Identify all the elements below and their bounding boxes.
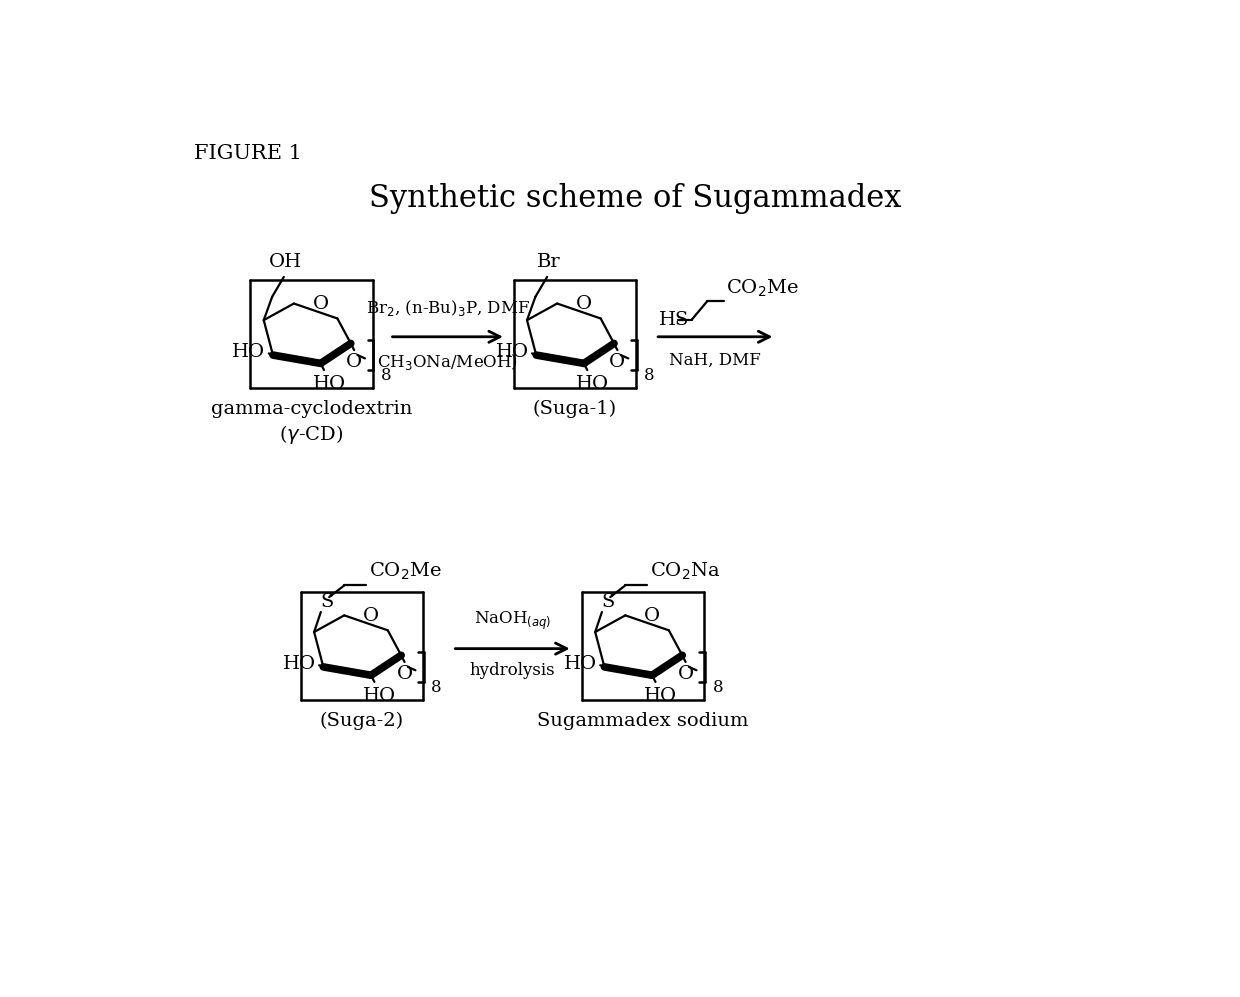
Text: CO$_2$Me: CO$_2$Me	[725, 278, 799, 299]
Text: S: S	[601, 593, 614, 611]
Text: Synthetic scheme of Sugammadex: Synthetic scheme of Sugammadex	[370, 182, 901, 213]
Text: ($\gamma$-CD): ($\gamma$-CD)	[279, 423, 343, 446]
Text: O: O	[677, 665, 693, 683]
Text: O: O	[644, 607, 660, 625]
Text: CO$_2$Me: CO$_2$Me	[368, 560, 441, 582]
Text: OH: OH	[269, 253, 303, 271]
Text: O: O	[346, 353, 362, 372]
Text: 8: 8	[712, 679, 723, 696]
Text: gamma-cyclodextrin: gamma-cyclodextrin	[211, 400, 412, 418]
Text: 8: 8	[381, 367, 392, 384]
Text: 8: 8	[645, 367, 655, 384]
Text: O: O	[363, 607, 379, 625]
Text: O: O	[312, 295, 329, 313]
Text: (Suga-1): (Suga-1)	[533, 400, 616, 418]
Text: S: S	[320, 593, 334, 611]
Text: HO: HO	[232, 343, 265, 361]
Text: HS: HS	[660, 311, 689, 329]
Text: O: O	[609, 353, 625, 372]
Text: Br: Br	[537, 253, 560, 271]
Text: O: O	[575, 295, 591, 313]
Text: Br$_2$, (n-Bu)$_3$P, DMF: Br$_2$, (n-Bu)$_3$P, DMF	[366, 297, 529, 317]
Text: HO: HO	[283, 655, 316, 673]
Text: O: O	[397, 665, 413, 683]
Text: HO: HO	[644, 687, 677, 705]
Text: HO: HO	[575, 375, 609, 393]
Text: CO$_2$Na: CO$_2$Na	[650, 560, 720, 582]
Text: Sugammadex sodium: Sugammadex sodium	[537, 712, 749, 730]
Text: NaH, DMF: NaH, DMF	[670, 352, 761, 369]
Text: HO: HO	[564, 655, 596, 673]
Text: NaOH$_{(aq)}$: NaOH$_{(aq)}$	[474, 609, 551, 632]
Text: FIGURE 1: FIGURE 1	[193, 145, 301, 164]
Text: CH$_3$ONa/MeOH): CH$_3$ONa/MeOH)	[377, 352, 518, 372]
Text: HO: HO	[363, 687, 396, 705]
Text: hydrolysis: hydrolysis	[470, 662, 556, 680]
Text: (Suga-2): (Suga-2)	[320, 712, 404, 730]
Text: HO: HO	[312, 375, 346, 393]
Text: HO: HO	[496, 343, 528, 361]
Text: 8: 8	[432, 679, 441, 696]
